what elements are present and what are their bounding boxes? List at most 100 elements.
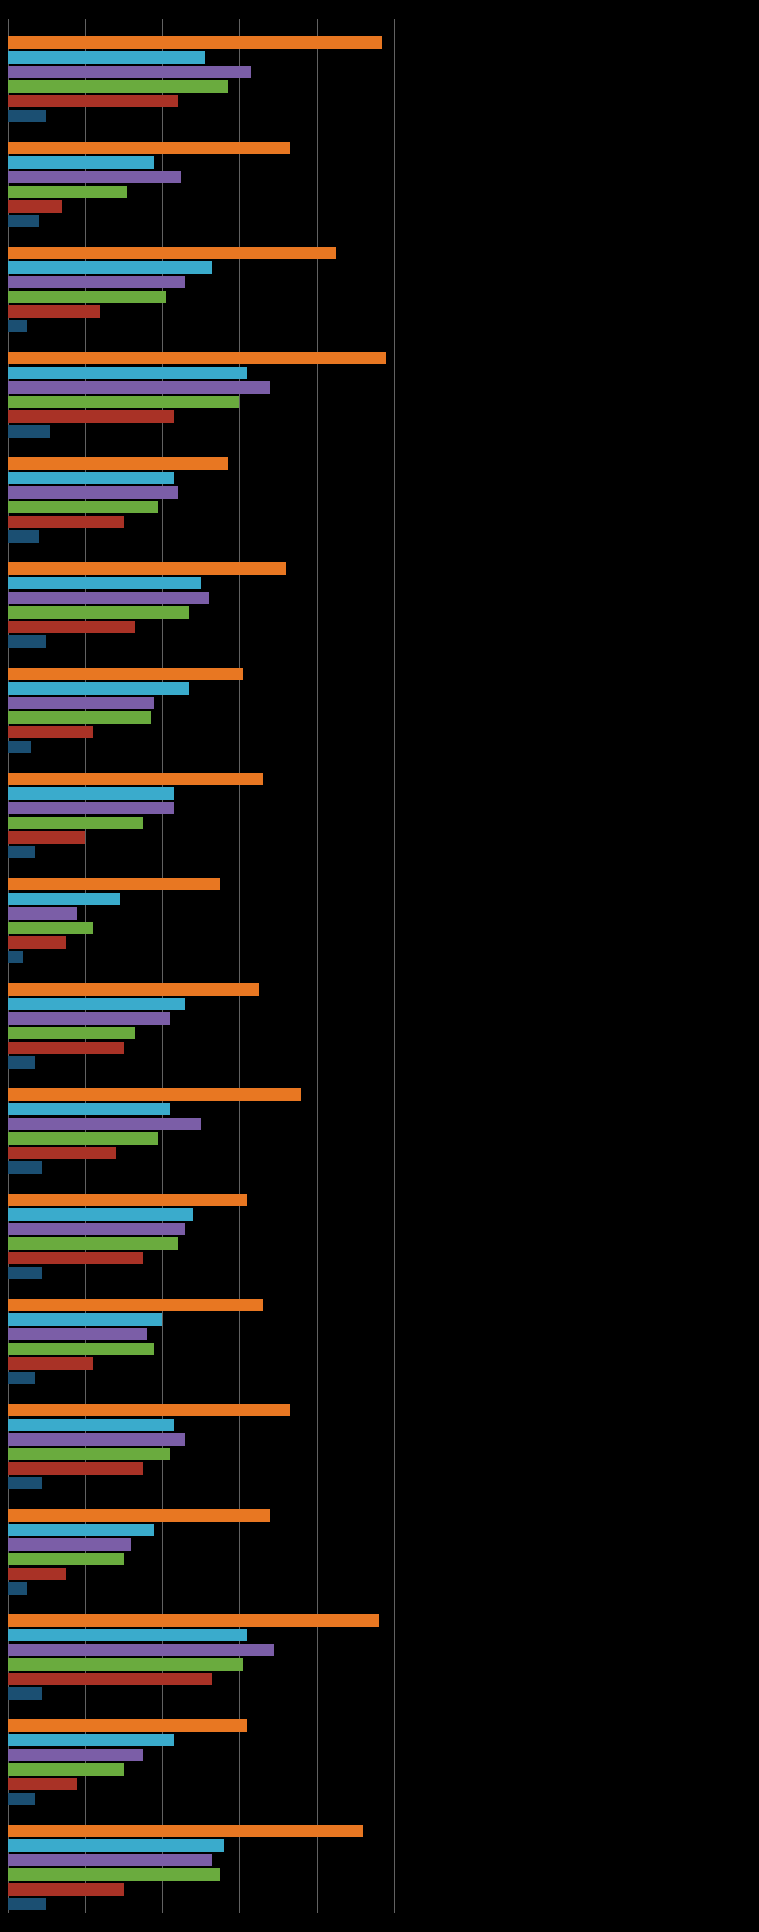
Bar [8,396,239,408]
Bar [8,877,220,891]
Bar [8,247,336,259]
Bar [8,1314,162,1325]
Bar [8,1223,185,1235]
Bar [8,997,185,1010]
Bar [8,908,77,920]
Bar [8,1343,154,1354]
Bar [8,788,174,800]
Bar [8,458,228,469]
Bar [8,50,205,64]
Bar [8,1356,93,1370]
Bar [8,66,251,77]
Bar [8,1644,274,1656]
Bar [8,1615,379,1627]
Bar [8,1629,247,1642]
Bar [8,1298,263,1312]
Bar [8,951,23,964]
Bar [8,1405,290,1416]
Bar [8,636,46,647]
Bar [8,607,189,618]
Bar [8,1509,270,1522]
Bar [8,668,244,680]
Bar [8,1567,65,1580]
Bar [8,367,247,379]
Bar [8,1148,116,1159]
Bar [8,937,65,949]
Bar [8,261,213,274]
Bar [8,381,270,394]
Bar [8,201,61,213]
Bar [8,1748,143,1762]
Bar [8,1447,170,1461]
Bar [8,110,46,122]
Bar [8,1434,185,1445]
Bar [8,1476,43,1490]
Bar [8,846,35,858]
Bar [8,1028,135,1039]
Bar [8,1327,146,1341]
Bar [8,591,209,605]
Bar [8,1252,143,1264]
Bar [8,1236,178,1250]
Bar [8,922,93,935]
Bar [8,1839,224,1851]
Bar [8,682,189,696]
Bar [8,1132,159,1144]
Bar [8,1719,247,1731]
Bar [8,95,178,108]
Bar [8,562,286,576]
Bar [8,740,31,753]
Bar [8,1524,154,1536]
Bar [8,1658,244,1671]
Bar [8,410,174,423]
Bar [8,1582,27,1594]
Bar [8,620,135,634]
Bar [8,1868,220,1882]
Bar [8,1012,170,1024]
Bar [8,81,228,93]
Bar [8,1884,124,1895]
Bar [8,1764,124,1776]
Bar [8,1418,174,1432]
Bar [8,1538,131,1551]
Bar [8,773,263,784]
Bar [8,1777,77,1791]
Bar [8,1855,213,1866]
Bar [8,425,50,437]
Bar [8,1372,35,1383]
Bar [8,831,85,844]
Bar [8,276,185,288]
Bar [8,1824,363,1837]
Bar [8,697,154,709]
Bar [8,1553,124,1565]
Bar [8,290,166,303]
Bar [8,1057,35,1068]
Bar [8,1793,35,1804]
Bar [8,156,154,168]
Bar [8,1735,174,1747]
Bar [8,1463,143,1474]
Bar [8,1194,247,1206]
Bar [8,1117,201,1130]
Bar [8,185,128,197]
Bar [8,983,259,995]
Bar [8,141,290,155]
Bar [8,1041,124,1055]
Bar [8,516,124,527]
Bar [8,170,181,184]
Bar [8,500,159,514]
Bar [8,1673,213,1685]
Bar [8,1088,301,1101]
Bar [8,305,100,317]
Bar [8,37,383,48]
Bar [8,1161,43,1175]
Bar [8,1103,170,1115]
Bar [8,487,178,498]
Bar [8,802,174,815]
Bar [8,352,386,365]
Bar [8,711,150,724]
Bar [8,817,143,829]
Bar [8,726,93,738]
Bar [8,1897,46,1911]
Bar [8,1687,43,1700]
